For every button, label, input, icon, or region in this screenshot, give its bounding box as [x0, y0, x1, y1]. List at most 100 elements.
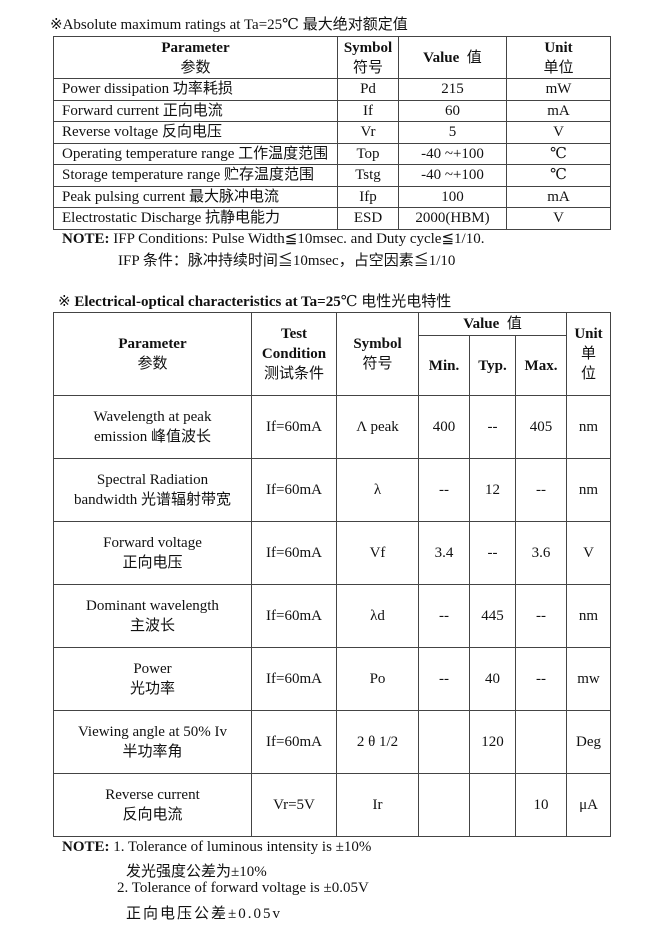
- cell-parameter: Storage temperature range 贮存温度范围: [53, 164, 338, 187]
- abs-max-row: Storage temperature range 贮存温度范围 Tstg -40 …: [53, 164, 611, 187]
- eo-header-parameter: Parameter 参数: [53, 312, 252, 396]
- cell-typ: [469, 773, 516, 837]
- cell-max: --: [514, 584, 568, 648]
- cell-min: --: [418, 584, 470, 648]
- eo-row: Power 光功率 If=60mA Po -- 40 -- mw: [53, 647, 612, 711]
- eo-header-test-cn: 测试条件: [263, 366, 324, 382]
- header-value: Value 值: [398, 36, 507, 79]
- cell-value: 60: [398, 99, 507, 122]
- cell-unit: μA: [566, 773, 612, 837]
- cell-max: --: [514, 458, 568, 522]
- abs-max-row: Operating temperature range 工作温度范围 Top -40…: [53, 142, 611, 165]
- header-symbol-cn: 符号: [352, 59, 383, 76]
- parameter-line-2: 主波长: [129, 618, 175, 634]
- cell-parameter: Wavelength at peak emission 峰值波长: [53, 395, 252, 459]
- cell-symbol: λ: [336, 458, 419, 522]
- parameter-line-2: bandwidth 光谱辐射带宽: [73, 492, 232, 508]
- cell-cond: If=60mA: [251, 647, 337, 711]
- note-line-1: IFP Conditions: Pulse Width≦10msec. and …: [113, 231, 485, 247]
- abs-max-row: Electrostatic Discharge 抗静电能力 ESD 2000(HBM…: [53, 207, 611, 230]
- parameter-line-2: 正向电压: [122, 555, 183, 571]
- cell-value: -40 ~+100: [398, 142, 507, 165]
- cell-min: [418, 773, 470, 837]
- parameter-line-1: Wavelength at peak: [93, 409, 212, 425]
- cell-value: 100: [398, 185, 507, 208]
- eo-header-unit: Unit 单位: [566, 312, 612, 396]
- parameter-line-2: 光功率: [129, 681, 175, 697]
- parameter-line-1: Forward voltage: [103, 535, 202, 551]
- header-symbol-en: Symbol: [343, 39, 393, 56]
- parameter-line-1: Reverse current: [105, 787, 200, 803]
- eo-table: Parameter 参数 Test Condition 测试条件 Symbol 符号 V…: [53, 312, 612, 837]
- header-parameter: Parameter 参数: [53, 36, 338, 79]
- parameter-line-2: emission 峰值波长: [93, 429, 212, 445]
- eo-header-test: Test: [280, 326, 308, 342]
- cell-symbol: Λ peak: [336, 395, 419, 459]
- cell-symbol: 2 θ 1/2: [336, 710, 419, 774]
- cell-cond: If=60mA: [251, 458, 337, 522]
- cell-typ: 120: [469, 710, 516, 774]
- parameter-line-1: Spectral Radiation: [96, 472, 209, 488]
- cell-parameter: Peak pulsing current 最大脉冲电流: [53, 185, 338, 208]
- cell-min: --: [418, 647, 470, 711]
- eo-row: Forward voltage 正向电压 If=60mA Vf 3.4 -- 3.6 V: [53, 521, 612, 585]
- eo-note-2: 2. Tolerance of forward voltage is ±0.05…: [117, 880, 369, 896]
- eo-row: Dominant wavelength 主波长 If=60mA λd -- 445 -- nm: [53, 584, 612, 648]
- header-parameter-en: Parameter: [161, 39, 230, 56]
- cell-parameter: Power dissipation 功率耗损: [53, 78, 338, 101]
- abs-max-title: ※Absolute maximum ratings at Ta=25℃ 最大绝对…: [50, 17, 408, 33]
- cell-parameter: Spectral Radiation bandwidth 光谱辐射带宽: [53, 458, 252, 522]
- cell-symbol: Tstg: [337, 164, 399, 187]
- eo-header-value-cn: 值: [506, 316, 522, 332]
- cell-value: 2000(HBM): [398, 207, 507, 230]
- cell-cond: If=60mA: [251, 584, 337, 648]
- cell-parameter: Forward current 正向电流: [53, 99, 338, 122]
- parameter-line-2: 反向电流: [122, 807, 183, 823]
- cell-value: 215: [398, 78, 507, 101]
- header-value-en: Value: [423, 49, 460, 66]
- eo-header-min: Min.: [418, 335, 470, 396]
- cell-cond: Vr=5V: [251, 773, 337, 837]
- cell-parameter: Electrostatic Discharge 抗静电能力: [53, 207, 338, 230]
- eo-row: Viewing angle at 50% Iv 半功率角 If=60mA 2 θ 1/…: [53, 710, 612, 774]
- eo-header-row-2: Min. Typ. Max.: [54, 335, 611, 396]
- eo-title-rest: ℃ 电性光电特性: [340, 294, 452, 310]
- cell-min: --: [418, 458, 470, 522]
- eo-header-max: Max.: [514, 335, 568, 396]
- eo-header-test-condition: Test Condition 测试条件: [251, 312, 337, 396]
- cell-unit: mw: [566, 647, 612, 711]
- cell-parameter: Reverse voltage 反向电压: [53, 121, 338, 144]
- cell-typ: 12: [469, 458, 516, 522]
- cell-symbol: Po: [336, 647, 419, 711]
- parameter-line-2: 半功率角: [122, 744, 183, 760]
- cell-unit: mA: [506, 185, 611, 208]
- cell-unit: ℃: [506, 164, 611, 187]
- cell-parameter: Power 光功率: [53, 647, 252, 711]
- cell-max: 405: [514, 395, 568, 459]
- cell-unit: V: [566, 521, 612, 585]
- cell-unit: nm: [566, 395, 612, 459]
- header-unit-en: Unit: [544, 39, 573, 56]
- abs-max-table: Parameter 参数 Symbol 符号 Value 值 Unit 单位 Powe…: [53, 36, 611, 230]
- cell-unit: mW: [506, 78, 611, 101]
- eo-header-symbol: Symbol 符号: [336, 312, 419, 396]
- cell-unit: nm: [566, 458, 612, 522]
- cell-symbol: Ir: [336, 773, 419, 837]
- cell-cond: If=60mA: [251, 710, 337, 774]
- eo-note-1: NOTE: 1. Tolerance of luminous intensity…: [62, 839, 371, 856]
- cell-symbol: Vr: [337, 121, 399, 144]
- cell-min: [418, 710, 470, 774]
- cell-max: 10: [514, 773, 568, 837]
- parameter-line-1: Power: [133, 661, 172, 677]
- eo-header-unit-cn-1: 单: [581, 346, 597, 362]
- cell-unit: V: [506, 207, 611, 230]
- eo-header-row-1: Parameter 参数 Test Condition 测试条件 Symbol 符号 V…: [53, 312, 612, 396]
- eo-title-bold: Electrical-optical characteristics at Ta…: [74, 294, 341, 310]
- eo-header-parameter-cn: 参数: [137, 356, 168, 372]
- header-unit: Unit 单位: [506, 36, 611, 79]
- parameter-line-1: Viewing angle at 50% Iv: [77, 724, 228, 740]
- eo-row: Spectral Radiation bandwidth 光谱辐射带宽 If=60m…: [53, 458, 612, 522]
- parameter-line-1: Dominant wavelength: [86, 598, 219, 614]
- cell-parameter: Dominant wavelength 主波长: [53, 584, 252, 648]
- eo-header-unit-en: Unit: [574, 326, 603, 342]
